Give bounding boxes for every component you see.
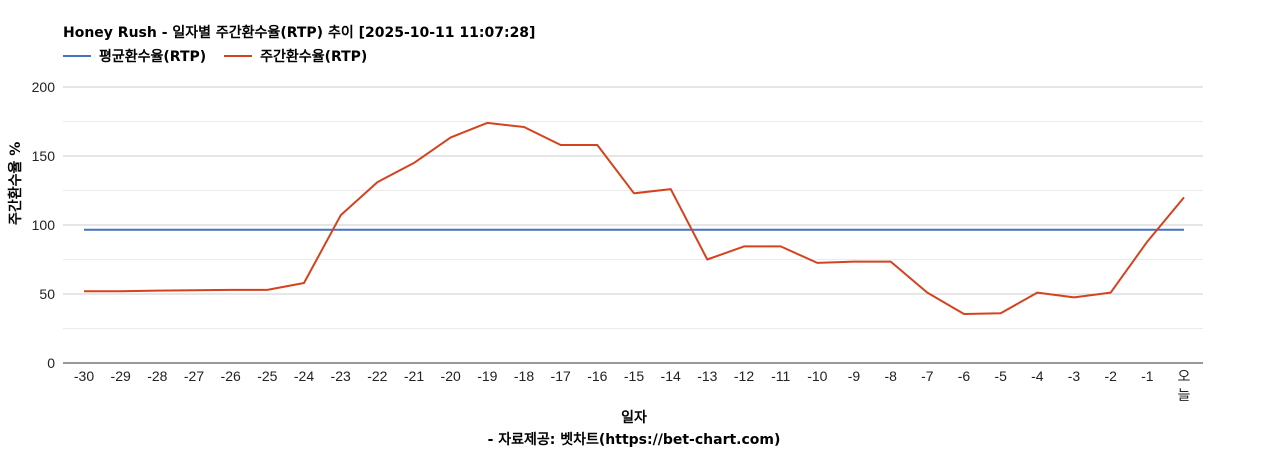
series-lines (84, 121, 1185, 315)
x-tick-label: -15 (624, 368, 644, 384)
y-tick-label: 0 (47, 355, 55, 371)
x-tick-label: -4 (1031, 368, 1044, 384)
x-tick-label: -12 (734, 368, 754, 384)
x-tick-label: -5 (994, 368, 1007, 384)
x-tick-label: -2 (1104, 368, 1117, 384)
x-tick-label: -20 (441, 368, 461, 384)
x-tick-label: -17 (551, 368, 571, 384)
x-tick-label: -23 (331, 368, 351, 384)
legend-item-average[interactable]: 평균환수율(RTP) (63, 46, 206, 66)
x-tick-label: -26 (221, 368, 241, 384)
y-tick-label: 200 (32, 79, 56, 95)
y-tick-label: 50 (39, 286, 55, 302)
x-tick-labels: -30 -29 -28 -27 -26 -25 -24 -23 -22 -21 -20 -19 -18 -… (74, 368, 1191, 404)
x-tick-label: -6 (958, 368, 971, 384)
x-tick-label: -27 (184, 368, 204, 384)
x-tick-label: -1 (1141, 368, 1154, 384)
x-tick-label: -3 (1068, 368, 1081, 384)
x-tick-label: -13 (697, 368, 717, 384)
x-tick-label: -29 (111, 368, 131, 384)
x-tick-label: -18 (514, 368, 534, 384)
x-tick-label: -10 (807, 368, 827, 384)
legend-label-weekly: 주간환수율(RTP) (260, 49, 368, 65)
x-tick-label: -14 (661, 368, 681, 384)
x-tick-label: -25 (257, 368, 277, 384)
series-line-weekly (84, 121, 1185, 315)
x-tick-label: -11 (771, 368, 790, 384)
source-credit: - 자료제공: 벳차트(https://bet-chart.com) (487, 432, 781, 448)
x-tick-label: -28 (147, 368, 167, 384)
x-tick-label: -22 (367, 368, 387, 384)
x-tick-label: -8 (884, 368, 897, 384)
y-tick-label: 150 (32, 148, 56, 164)
legend-item-weekly[interactable]: 주간환수율(RTP) (224, 46, 367, 66)
legend-swatch-average (63, 55, 91, 57)
legend-label-average: 평균환수율(RTP) (99, 49, 207, 65)
x-tick-label: -30 (74, 368, 94, 384)
x-tick-label: -24 (294, 368, 314, 384)
x-tick-label: -21 (404, 368, 424, 384)
x-tick-label: -7 (921, 368, 934, 384)
x-tick-label: -9 (848, 368, 861, 384)
chart-title: Honey Rush - 일자별 주간환수율(RTP) 추이 [2025-10-… (63, 25, 536, 41)
x-tick-label: -19 (477, 368, 497, 384)
y-axis-label: 주간환수율 % (8, 141, 24, 225)
grid-lines (63, 86, 1203, 364)
chart-legend: 평균환수율(RTP) 주간환수율(RTP) (63, 46, 367, 66)
legend-swatch-weekly (224, 55, 253, 57)
x-axis-label: 일자 (621, 410, 647, 426)
x-tick-label: -16 (587, 368, 607, 384)
y-tick-labels: 0 50 100 150 200 (32, 79, 56, 371)
y-tick-label: 100 (32, 217, 56, 233)
